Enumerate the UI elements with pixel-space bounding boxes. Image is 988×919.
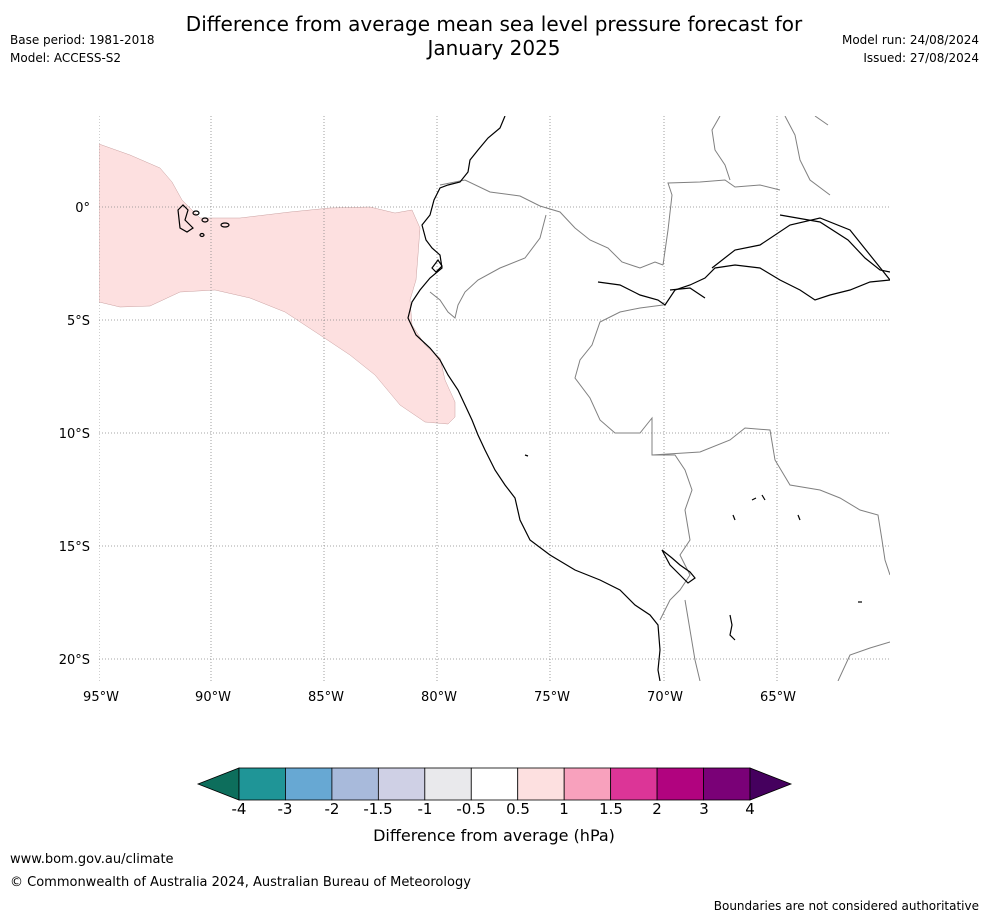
colorbar-label: Difference from average (hPa)	[373, 826, 615, 845]
colorbar-tick: -4	[231, 800, 247, 818]
meta-right: Model run: 24/08/2024 Issued: 27/08/2024	[842, 31, 979, 67]
lat-label-20s: 20°S	[59, 653, 90, 668]
lat-label-15s: 15°S	[59, 540, 90, 555]
lon-label-95w: 95°W	[83, 690, 119, 705]
colorbar-cell	[610, 767, 658, 801]
colorbar-tick: -3	[277, 800, 293, 818]
colorbar-tick: 3	[699, 800, 709, 818]
colorbar-cell	[563, 767, 612, 801]
colorbar-cell	[285, 767, 333, 801]
colorbar-cell	[656, 767, 704, 801]
lat-labels: 0° 5°S 10°S 15°S 20°S	[59, 201, 90, 668]
lon-label-70w: 70°W	[647, 690, 683, 705]
lon-label-65w: 65°W	[760, 690, 796, 705]
base-period: Base period: 1981-2018	[10, 33, 155, 47]
lon-label-85w: 85°W	[308, 690, 344, 705]
colorbar-tick: 1.5	[599, 800, 623, 818]
lon-labels: 95°W 90°W 85°W 80°W 75°W 70°W 65°W	[83, 690, 796, 705]
colorbar	[196, 767, 793, 801]
colorbar-tick: -2	[324, 800, 340, 818]
colorbar-cell	[517, 767, 565, 801]
lon-label-75w: 75°W	[534, 690, 570, 705]
colorbar-tick: -1	[417, 800, 433, 818]
meta-left: Base period: 1981-2018 Model: ACCESS-S2	[10, 31, 155, 67]
model-run: Model run: 24/08/2024	[841, 33, 979, 47]
coastline	[177, 116, 890, 681]
colorbar-cell	[238, 767, 286, 801]
colorbar-low-extend	[196, 767, 240, 801]
colorbar-tick: 1	[559, 800, 569, 818]
title-line-1: Difference from average mean sea level p…	[185, 12, 803, 36]
lat-label-0: 0°	[75, 201, 90, 216]
colorbar-tick: -0.5	[456, 800, 486, 818]
colorbar-high-extend	[749, 767, 793, 801]
colorbar-tick: 0.5	[506, 800, 530, 818]
issued-date: Issued: 27/08/2024	[863, 51, 979, 65]
anomaly-area	[99, 143, 456, 425]
colorbar-cell	[424, 767, 472, 801]
country-borders	[429, 116, 890, 681]
colorbar-tick: -1.5	[363, 800, 393, 818]
lon-label-90w: 90°W	[195, 690, 231, 705]
gridlines	[99, 116, 890, 681]
footer-disclaimer: Boundaries are not considered authoritat…	[713, 899, 979, 913]
footer-copyright: © Commonwealth of Australia 2024, Austra…	[10, 875, 471, 890]
colorbar-tick: 2	[652, 800, 662, 818]
chart-title: Difference from average mean sea level p…	[0, 12, 988, 60]
colorbar-cell	[703, 767, 751, 801]
lon-label-80w: 80°W	[421, 690, 457, 705]
title-line-2: January 2025	[427, 36, 561, 60]
footer-url[interactable]: www.bom.gov.au/climate	[10, 852, 174, 867]
colorbar-cell	[470, 767, 519, 801]
colorbar-tick: 4	[745, 800, 755, 818]
lat-label-5s: 5°S	[67, 314, 90, 329]
colorbar-cell	[377, 767, 426, 801]
model-name: Model: ACCESS-S2	[10, 51, 122, 65]
colorbar-cell	[331, 767, 379, 801]
lat-label-10s: 10°S	[59, 427, 90, 442]
